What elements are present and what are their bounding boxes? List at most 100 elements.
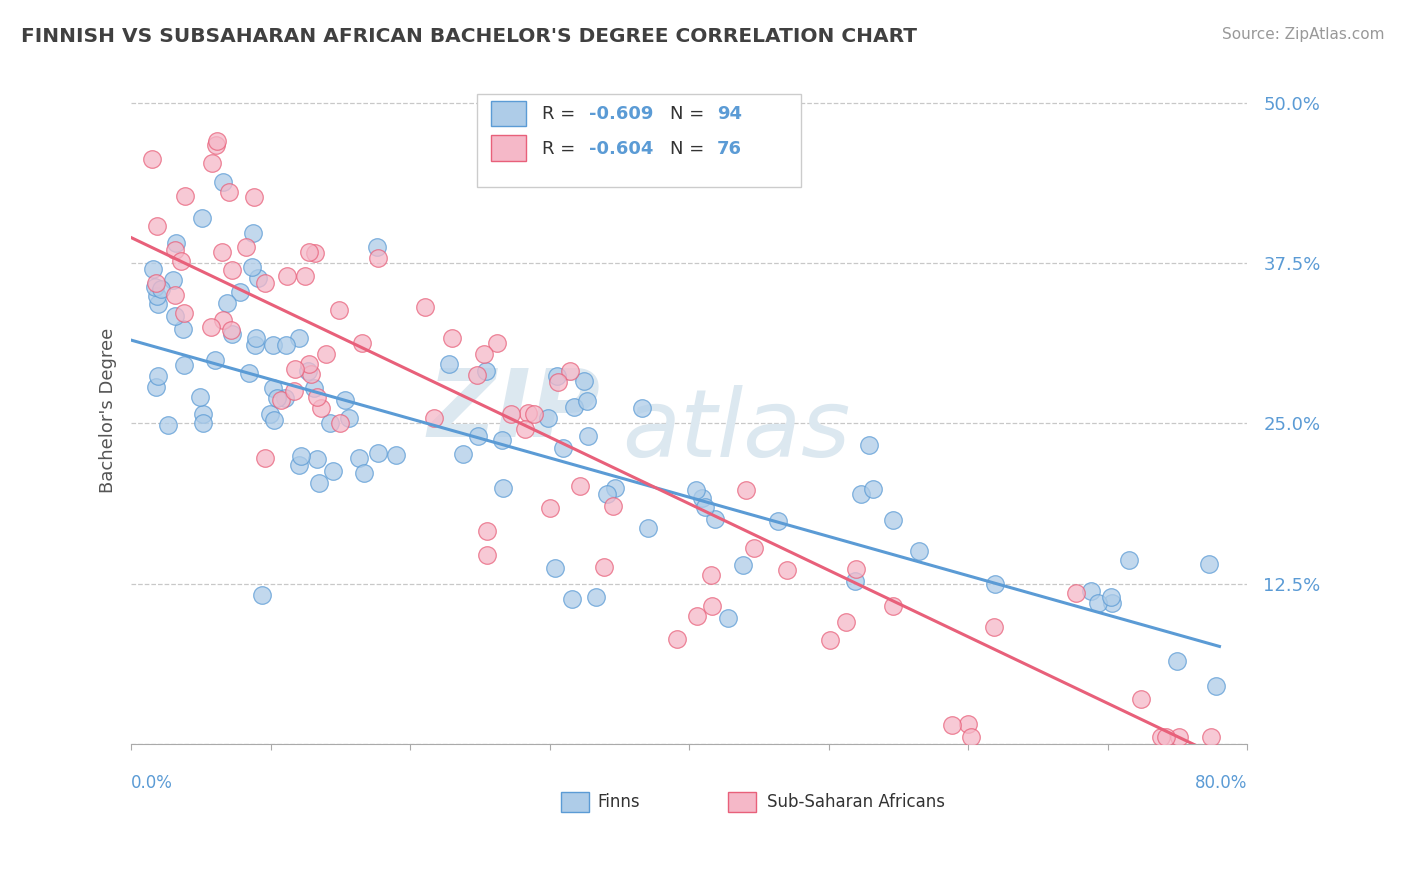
Point <box>262 337 284 351</box>
Point <box>366 240 388 254</box>
Point <box>1087 596 1109 610</box>
Text: R =: R = <box>541 105 581 123</box>
Point <box>537 411 560 425</box>
Point <box>302 381 325 395</box>
Point <box>294 268 316 283</box>
Point <box>191 407 214 421</box>
Point <box>146 288 169 302</box>
Point <box>308 476 330 491</box>
Text: atlas: atlas <box>623 385 851 476</box>
Point <box>451 446 474 460</box>
Point <box>908 543 931 558</box>
Point <box>984 576 1007 591</box>
Point <box>157 418 180 433</box>
Point <box>475 364 498 378</box>
Point <box>274 337 297 351</box>
Point <box>474 347 496 361</box>
Point <box>243 338 266 352</box>
Point <box>322 464 344 478</box>
Point <box>637 521 659 535</box>
Point <box>297 364 319 378</box>
Point <box>491 433 513 447</box>
Point <box>298 245 321 260</box>
Point <box>423 410 446 425</box>
Point <box>685 483 707 497</box>
Point <box>818 632 841 647</box>
Point <box>259 407 281 421</box>
Point <box>695 500 717 515</box>
Point <box>513 422 536 436</box>
Point <box>491 481 513 495</box>
Point <box>499 407 522 421</box>
Point <box>546 368 568 383</box>
Point <box>170 253 193 268</box>
Point <box>211 245 233 260</box>
Text: N =: N = <box>671 140 710 158</box>
Point <box>1066 585 1088 599</box>
Point <box>517 406 540 420</box>
Point <box>569 479 592 493</box>
Point <box>228 285 250 299</box>
Point <box>329 417 352 431</box>
Point <box>858 437 880 451</box>
Point <box>602 499 624 513</box>
Point <box>162 272 184 286</box>
Point <box>766 514 789 528</box>
Text: 80.0%: 80.0% <box>1195 774 1247 792</box>
Point <box>983 619 1005 633</box>
Point <box>245 331 267 345</box>
Point <box>266 391 288 405</box>
Point <box>413 300 436 314</box>
Point <box>544 561 567 575</box>
Text: R =: R = <box>541 140 581 158</box>
Point <box>250 588 273 602</box>
Point <box>572 374 595 388</box>
Point <box>190 390 212 404</box>
FancyBboxPatch shape <box>477 94 801 187</box>
Point <box>304 246 326 260</box>
Point <box>605 481 627 495</box>
Point <box>200 320 222 334</box>
Point <box>165 235 187 250</box>
Point <box>347 451 370 466</box>
Point <box>845 561 868 575</box>
Point <box>201 156 224 170</box>
Point <box>221 327 243 342</box>
Point <box>717 611 740 625</box>
Point <box>172 322 194 336</box>
Point <box>686 609 709 624</box>
Point <box>704 512 727 526</box>
Point <box>262 381 284 395</box>
Point <box>146 219 169 234</box>
Point <box>1150 731 1173 745</box>
Point <box>174 189 197 203</box>
Point <box>276 269 298 284</box>
Point <box>941 718 963 732</box>
Point <box>1199 731 1222 745</box>
Point <box>631 401 654 416</box>
Point <box>290 449 312 463</box>
Text: ZIP: ZIP <box>427 365 600 457</box>
Point <box>1198 557 1220 571</box>
Point <box>862 482 884 496</box>
FancyBboxPatch shape <box>491 136 526 161</box>
Point <box>835 615 858 629</box>
Point <box>242 226 264 240</box>
Text: Finns: Finns <box>598 794 640 812</box>
Point <box>851 487 873 501</box>
Point <box>219 323 242 337</box>
Point <box>735 483 758 497</box>
Point <box>477 548 499 562</box>
Point <box>311 401 333 415</box>
Point <box>1080 583 1102 598</box>
Point <box>690 491 713 505</box>
Point <box>523 407 546 421</box>
Point <box>274 391 297 405</box>
Point <box>299 367 322 381</box>
Point <box>263 413 285 427</box>
Point <box>150 282 173 296</box>
Point <box>551 441 574 455</box>
Text: Sub-Saharan Africans: Sub-Saharan Africans <box>768 794 945 812</box>
Point <box>367 251 389 265</box>
Point <box>305 452 328 467</box>
